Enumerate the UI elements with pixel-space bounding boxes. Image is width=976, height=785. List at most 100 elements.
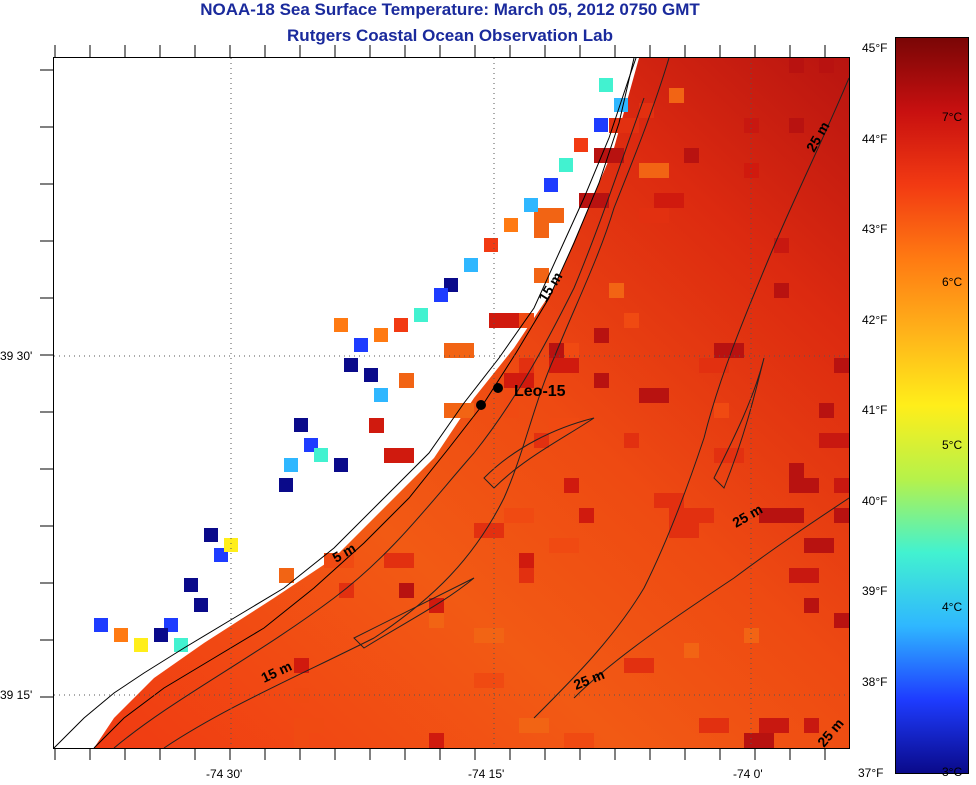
sst-pixel xyxy=(789,58,804,73)
colorbar-celsius-label: 6°C xyxy=(942,275,963,289)
sst-pixel xyxy=(594,148,624,163)
sst-pixel xyxy=(534,208,564,223)
bay-sst-pixel xyxy=(344,358,358,372)
sst-pixel xyxy=(549,358,579,373)
colorbar-celsius-label: 5°C xyxy=(942,438,963,452)
sst-pixel xyxy=(714,403,729,418)
sst-pixel xyxy=(429,733,444,748)
sst-pixel xyxy=(279,568,294,583)
sst-pixel xyxy=(384,448,414,463)
sst-pixel xyxy=(714,448,744,463)
sst-pixel xyxy=(699,508,714,523)
sst-pixel xyxy=(684,643,699,658)
sst-pixel xyxy=(519,568,534,583)
sst-pixel xyxy=(639,163,669,178)
bay-sst-pixel xyxy=(544,178,558,192)
bay-sst-pixel xyxy=(599,78,613,92)
sst-pixel xyxy=(594,373,609,388)
map-title: NOAA-18 Sea Surface Temperature: March 0… xyxy=(200,0,700,19)
colorbar-celsius-label: 4°C xyxy=(942,600,963,614)
sst-pixel xyxy=(429,598,444,613)
sst-pixel xyxy=(429,613,444,628)
bay-sst-pixel xyxy=(334,318,348,332)
map-subtitle: Rutgers Coastal Ocean Observation Lab xyxy=(287,26,613,45)
isobath-25m-east xyxy=(533,77,849,719)
sst-pixel xyxy=(774,238,789,253)
isobath-shoal-1 xyxy=(713,357,765,489)
sst-pixel xyxy=(504,508,534,523)
sst-pixel xyxy=(774,283,789,298)
colorbar-fahrenheit-label: 41°F xyxy=(862,403,888,417)
sst-pixel xyxy=(474,673,504,688)
station-label: Leo-15 xyxy=(514,383,566,400)
sst-pixel xyxy=(804,718,819,733)
temperature-colorbar xyxy=(895,37,969,774)
isobath-15m xyxy=(163,58,670,748)
colorbar-fahrenheit-label: 38°F xyxy=(862,674,888,689)
sst-patches xyxy=(279,58,849,748)
isobath-shoal-3 xyxy=(353,577,475,649)
sst-pixel xyxy=(324,553,354,568)
sst-pixel xyxy=(699,358,729,373)
colorbar-fahrenheit-label: 39°F xyxy=(862,584,888,598)
bay-sst-pixel xyxy=(134,638,148,652)
sst-pixel xyxy=(594,328,609,343)
lat-label: 39 15' xyxy=(0,688,32,702)
barrier-island-line xyxy=(93,58,635,748)
sst-pixel xyxy=(564,343,579,358)
sst-pixel xyxy=(834,358,849,373)
sst-pixel xyxy=(399,583,414,598)
colorbar-fahrenheit-label: 40°F xyxy=(862,493,888,508)
sst-pixel xyxy=(789,463,804,478)
bay-sst-pixel xyxy=(414,308,428,322)
sst-pixel xyxy=(564,733,594,748)
colorbar-fahrenheit-label: 42°F xyxy=(862,312,888,327)
sst-pixel xyxy=(489,313,519,328)
sst-pixel xyxy=(759,718,789,733)
sst-pixel xyxy=(624,118,639,133)
colorbar-celsius-label: 7°C xyxy=(942,110,963,124)
sst-pixel xyxy=(474,628,504,643)
bay-sst-pixel xyxy=(559,158,573,172)
sst-pixel xyxy=(549,538,579,553)
bay-sst-pixel xyxy=(174,638,188,652)
sst-pixel xyxy=(369,418,384,433)
sst-pixel xyxy=(819,433,849,448)
sst-pixel xyxy=(399,373,414,388)
station-marker[interactable] xyxy=(493,383,503,393)
colorbar-fahrenheit-label: 44°F xyxy=(862,131,888,146)
bay-sst-pixel xyxy=(594,118,608,132)
sst-pixel xyxy=(789,118,804,133)
sst-pixel xyxy=(549,343,564,358)
sst-pixel xyxy=(624,658,654,673)
bay-sst-pixel xyxy=(374,328,388,342)
station-marker[interactable] xyxy=(476,400,486,410)
sst-pixel xyxy=(624,313,639,328)
sst-pixel xyxy=(654,193,684,208)
bay-sst-pixel xyxy=(464,258,478,272)
lon-label: -74 0' xyxy=(733,767,763,781)
bay-sst-pixel xyxy=(374,388,388,402)
sst-pixel xyxy=(759,508,774,523)
bay-sst-pixel xyxy=(504,218,518,232)
sst-pixel xyxy=(819,403,834,418)
sst-pixel xyxy=(384,553,414,568)
sst-pixel xyxy=(519,718,549,733)
colorbar-celsius-label: 3°C xyxy=(942,765,963,779)
sst-pixel xyxy=(654,493,684,508)
bay-sst-pixel xyxy=(574,138,588,152)
graticule xyxy=(54,58,849,748)
bay-sst-pixel xyxy=(484,238,498,252)
sst-pixel xyxy=(834,613,849,628)
sst-pixel xyxy=(789,478,819,493)
isobath-25m-south xyxy=(573,497,849,699)
sst-pixel xyxy=(744,628,759,643)
bay-sst-pixel xyxy=(279,478,293,492)
bay-sst-pixel xyxy=(394,318,408,332)
isobath-shoal-2 xyxy=(483,417,595,489)
bay-sst-pixel xyxy=(194,598,208,612)
sst-pixel xyxy=(294,718,324,733)
bay-sst-pixel xyxy=(114,628,128,642)
sst-pixel xyxy=(804,538,834,553)
bay-sst-pixel xyxy=(154,628,168,642)
